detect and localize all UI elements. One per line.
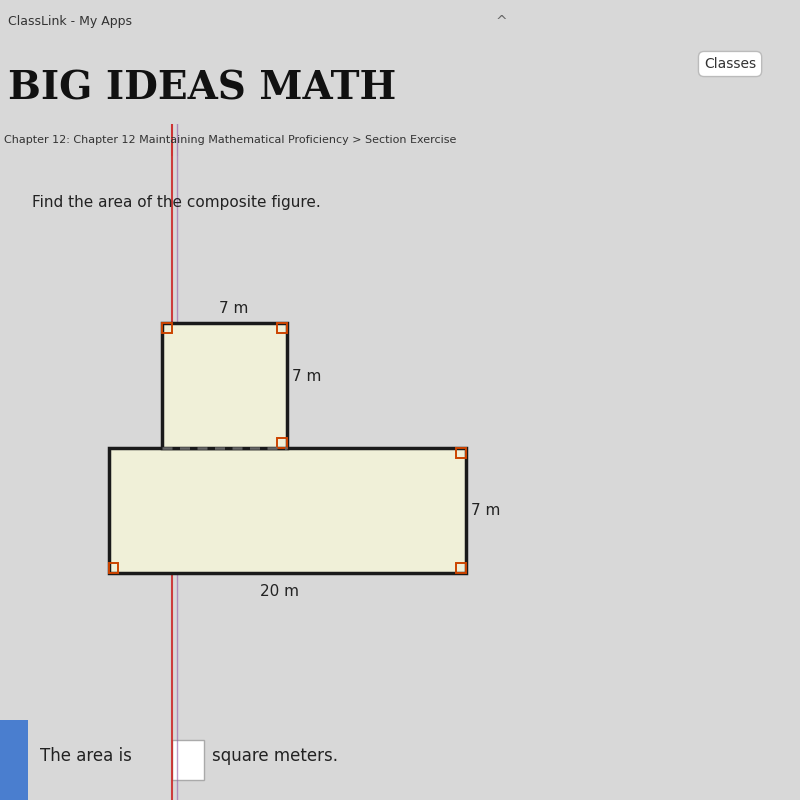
Text: 7 m: 7 m — [219, 301, 249, 316]
Text: Chapter 12: Chapter 12 Maintaining Mathematical Proficiency > Section Exercise: Chapter 12: Chapter 12 Maintaining Mathe… — [4, 135, 456, 145]
Text: 7 m: 7 m — [471, 503, 500, 518]
Bar — [456, 563, 466, 573]
Bar — [172, 740, 204, 780]
Text: ^: ^ — [496, 15, 508, 29]
Bar — [109, 448, 466, 573]
Text: 20 m: 20 m — [260, 584, 299, 598]
Bar — [162, 323, 287, 448]
Text: square meters.: square meters. — [212, 747, 338, 765]
Text: 7 m: 7 m — [293, 369, 322, 384]
Text: BIG IDEAS MATH: BIG IDEAS MATH — [8, 69, 396, 107]
Bar — [278, 323, 287, 333]
Bar — [162, 323, 172, 333]
Text: Find the area of the composite figure.: Find the area of the composite figure. — [32, 195, 321, 210]
Bar — [109, 563, 118, 573]
Text: ClassLink - My Apps: ClassLink - My Apps — [8, 15, 132, 29]
Bar — [456, 448, 466, 458]
Bar — [278, 438, 287, 448]
Text: The area is: The area is — [40, 747, 132, 765]
Bar — [0, 720, 28, 800]
Text: Classes: Classes — [704, 57, 756, 71]
